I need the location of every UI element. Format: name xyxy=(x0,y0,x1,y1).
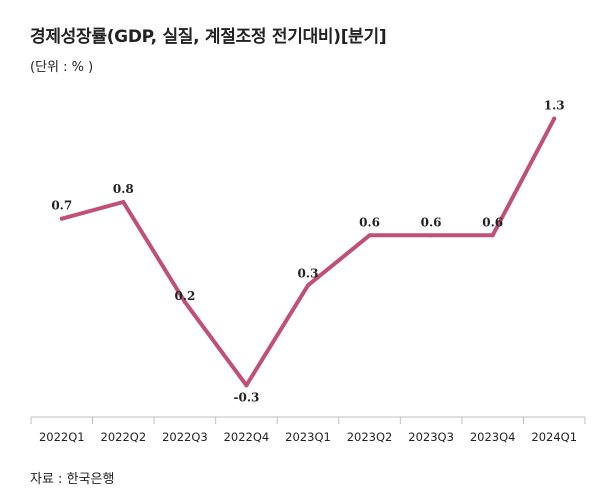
data-label-layer: 0.7 0.8 0.2 -0.3 0.3 0.6 0.6 0.6 1.3 xyxy=(51,99,564,405)
data-point xyxy=(429,233,434,238)
data-label: 0.2 xyxy=(174,289,195,303)
x-tick-label: 2022Q4 xyxy=(224,430,270,444)
data-point xyxy=(121,200,126,204)
data-label: 0.7 xyxy=(51,199,72,213)
x-tick-label: 2024Q1 xyxy=(531,430,577,444)
x-tick-label: 2022Q3 xyxy=(162,430,208,444)
unit-label: (단위 : % ) xyxy=(30,60,94,75)
data-point xyxy=(306,283,310,288)
x-tick-label: 2022Q2 xyxy=(101,430,147,444)
series-line xyxy=(59,116,557,388)
data-point xyxy=(182,300,187,304)
data-point xyxy=(244,383,249,388)
x-tick-label: 2023Q1 xyxy=(285,430,331,444)
data-label: -0.3 xyxy=(234,390,260,404)
x-tick-label: 2023Q4 xyxy=(470,430,516,444)
data-label: 0.6 xyxy=(359,215,380,229)
x-tick-label: 2023Q2 xyxy=(347,430,393,444)
data-point xyxy=(367,233,372,238)
chart-title: 경제성장률(GDP, 실질, 계절조정 전기대비)[분기] xyxy=(30,27,387,47)
series-layer xyxy=(59,116,557,388)
data-label: 0.6 xyxy=(482,215,503,229)
data-label: 0.3 xyxy=(298,266,319,280)
data-point xyxy=(490,233,495,238)
data-point xyxy=(59,216,64,221)
x-tick-label: 2022Q1 xyxy=(39,430,85,444)
x-tick-label: 2023Q3 xyxy=(408,430,454,444)
x-axis: 2022Q1 2022Q2 2022Q3 2022Q4 2023Q1 2023Q2 2023… xyxy=(30,416,586,444)
source-note: 자료 : 한국은행 xyxy=(30,472,115,487)
data-label: 0.6 xyxy=(421,215,442,229)
data-point xyxy=(552,116,557,121)
data-label: 0.8 xyxy=(113,182,134,196)
data-label: 1.3 xyxy=(544,99,565,113)
